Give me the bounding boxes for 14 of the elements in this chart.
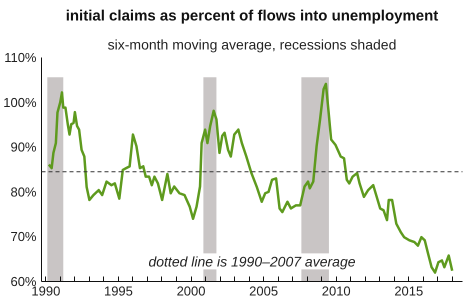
- x-tick-label: 2015: [394, 284, 424, 298]
- x-tick-label: 1995: [104, 284, 133, 298]
- x-tick-label: 2010: [322, 284, 351, 298]
- y-tick-label: 70%: [10, 229, 37, 244]
- x-tick-label: 2005: [249, 284, 278, 298]
- line-series: [48, 82, 454, 274]
- chart-title: initial claims as percent of flows into unemployment: [66, 8, 438, 24]
- chart-subtitle: six-month moving average, recessions shaded: [108, 36, 396, 52]
- x-tick-label: 2000: [176, 284, 206, 298]
- y-tick-label: 90%: [10, 140, 37, 155]
- annotation: dotted line is 1990–2007 average: [148, 253, 356, 270]
- y-tick-label: 80%: [10, 184, 37, 200]
- y-tick-label: 110%: [4, 50, 37, 65]
- y-tick-label: 100%: [3, 94, 37, 110]
